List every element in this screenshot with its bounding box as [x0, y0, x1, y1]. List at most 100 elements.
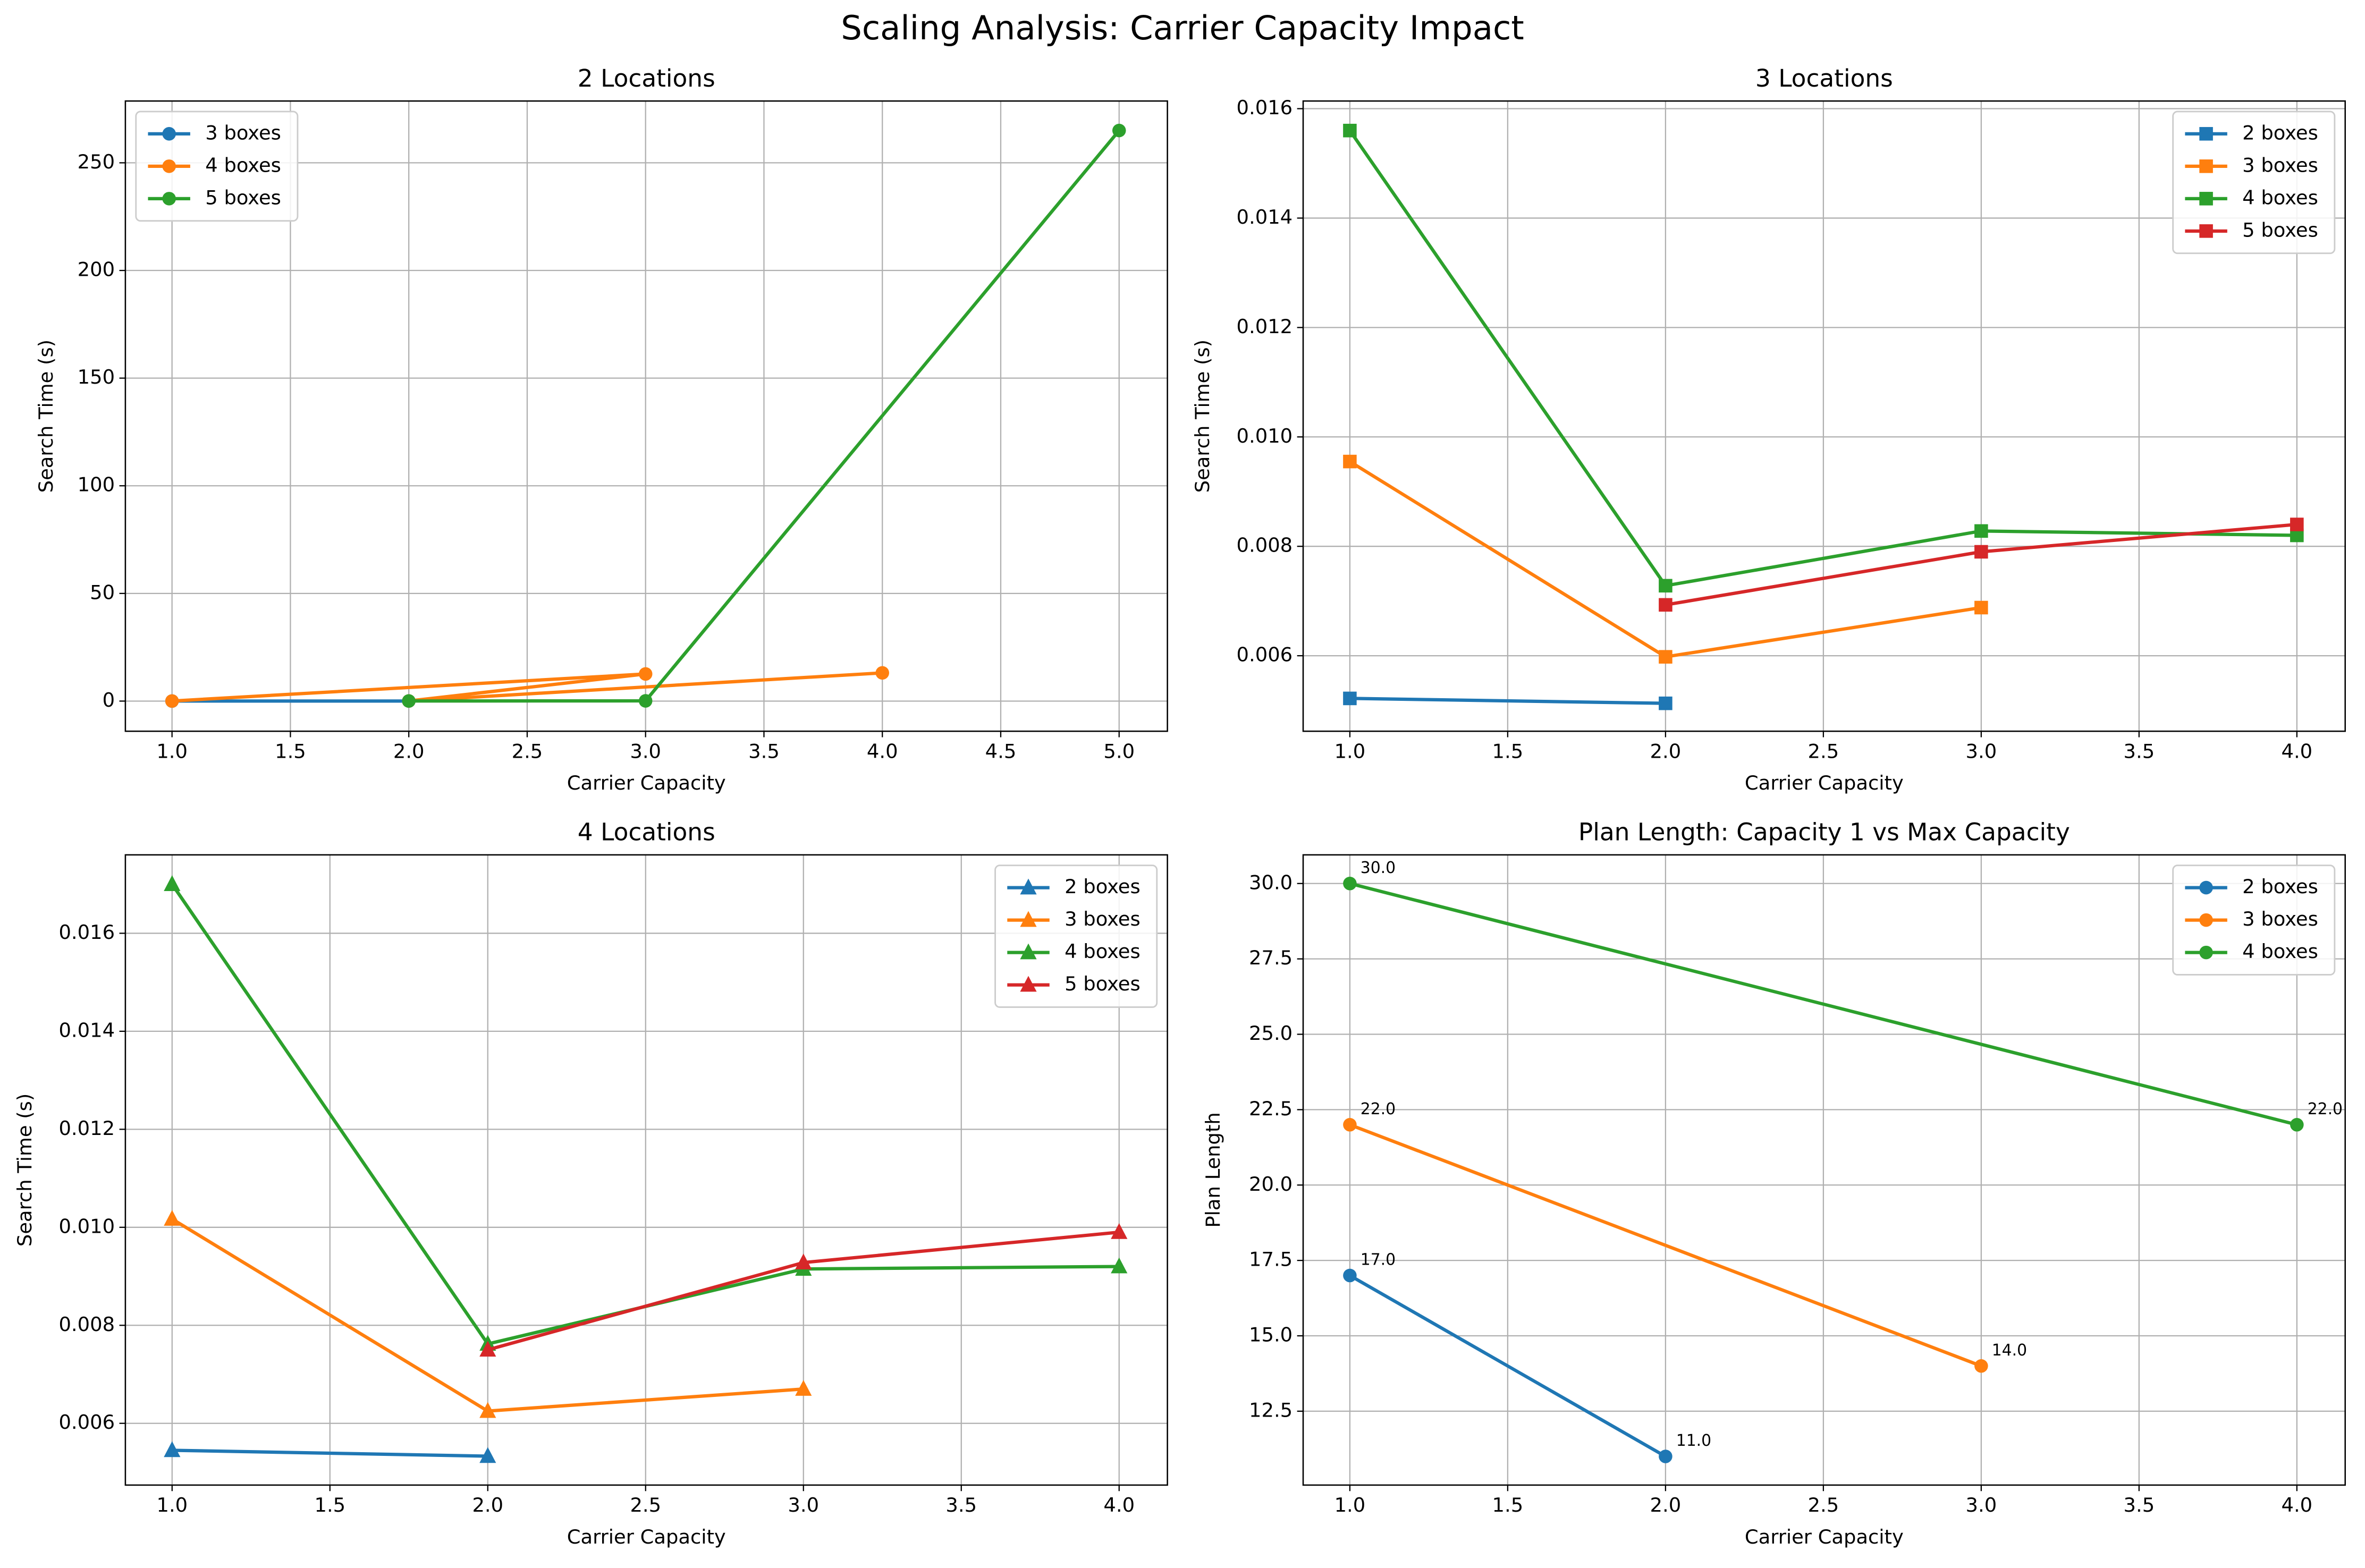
marker [1343, 691, 1357, 706]
y-tick-label: 12.5 [1249, 1399, 1293, 1421]
marker [479, 1447, 496, 1463]
x-tick-label: 2.5 [1808, 1494, 1839, 1516]
x-axis-label: Carrier Capacity [1745, 1525, 1904, 1548]
subplot: 1.0 1.5 2.0 2.5 3.0 3.5 4.0 12.5 15.0 17.5 20.0 22.… [1202, 818, 2346, 1548]
marker [1020, 943, 1037, 960]
x-tick-label: 1.5 [1492, 1494, 1524, 1516]
legend-label: 5 boxes [2242, 218, 2318, 241]
x-tick-label: 1.5 [314, 1494, 345, 1516]
marker [1020, 878, 1037, 895]
marker [2199, 224, 2213, 238]
y-tick-label: 0.010 [58, 1215, 115, 1238]
legend-label: 3 boxes [1065, 908, 1141, 930]
x-tick-label: 1.0 [1334, 1494, 1366, 1516]
series-line [1349, 882, 2298, 1126]
marker [1020, 976, 1037, 992]
marker [1659, 598, 1673, 612]
marker [1111, 1257, 1128, 1274]
marker [638, 667, 653, 681]
series-line [172, 671, 883, 703]
marker [2199, 127, 2213, 141]
marker [1974, 1359, 1988, 1373]
marker [1020, 911, 1037, 927]
marker [1659, 579, 1673, 593]
y-tick-label: 250 [78, 150, 115, 173]
legend-label: 3 boxes [205, 121, 281, 144]
x-tick-label: 3.0 [788, 1494, 819, 1516]
legend-box [135, 111, 299, 222]
x-tick-label: 3.0 [1966, 1494, 1997, 1516]
marker [479, 1402, 496, 1418]
y-tick-label: 30.0 [1249, 871, 1293, 894]
legend-label: 2 boxes [1065, 875, 1141, 898]
marker [1974, 600, 1988, 615]
marker [1343, 454, 1357, 469]
marker [2290, 1118, 2304, 1132]
y-tick-label: 0.008 [1237, 534, 1293, 557]
y-tick-label: 20.0 [1249, 1173, 1293, 1196]
subplot: 1.0 1.5 2.0 2.5 3.0 3.5 4.0 4.5 5.0 0 50 100 150 200 2… [35, 64, 1168, 794]
value-label: 14.0 [1992, 1341, 2027, 1360]
legend: 2 boxes 3 boxes 4 boxes 5 boxes [2172, 111, 2336, 255]
legend-box [2172, 864, 2336, 976]
x-tick-label: 2.0 [1650, 1494, 1682, 1516]
y-axis-label: Search Time (s) [1191, 340, 1214, 493]
y-tick-label: 0.012 [1237, 315, 1293, 338]
x-tick-label: 2.5 [512, 740, 543, 762]
series-line [1348, 129, 2297, 588]
legend: 3 boxes 4 boxes 5 boxes [135, 111, 299, 222]
marker [1659, 696, 1673, 710]
subplot-title: 3 Locations [1755, 64, 1893, 92]
y-tick-label: 0.014 [58, 1019, 115, 1041]
series-line [1349, 697, 1666, 705]
plot-area [164, 875, 1128, 1463]
axes-frame [124, 854, 1168, 1486]
y-tick-label: 100 [78, 473, 115, 496]
x-tick-label: 1.0 [156, 740, 188, 762]
figure-title: Scaling Analysis: Carrier Capacity Impac… [841, 9, 1524, 47]
marker [479, 1341, 496, 1357]
marker [162, 127, 176, 141]
x-tick-label: 2.0 [393, 740, 425, 762]
y-axis-label: Plan Length [1202, 1112, 1224, 1227]
plot-area [1343, 877, 2304, 1463]
x-axis-label: Carrier Capacity [567, 772, 726, 794]
y-tick-label: 0.008 [58, 1313, 115, 1336]
axes-frame [1302, 100, 2346, 732]
marker [2199, 159, 2213, 173]
y-tick-label: 0.016 [1237, 96, 1293, 119]
legend: 2 boxes 3 boxes 4 boxes 5 boxes [994, 864, 1158, 1008]
y-tick-label: 0.006 [1237, 643, 1293, 666]
plot-area [165, 123, 1126, 708]
x-tick-label: 4.0 [2282, 740, 2313, 762]
y-tick-label: 22.5 [1249, 1097, 1293, 1120]
marker [1343, 1268, 1357, 1283]
legend-label: 4 boxes [2242, 940, 2318, 963]
x-tick-label: 3.5 [2124, 1494, 2155, 1516]
x-tick-label: 1.5 [1492, 740, 1524, 762]
legend-label: 2 boxes [2242, 121, 2318, 144]
y-tick-label: 0.006 [58, 1411, 115, 1434]
x-tick-label: 2.0 [1650, 740, 1682, 762]
value-label: 22.0 [1361, 1100, 1396, 1118]
subplot-title: 2 Locations [578, 64, 715, 92]
x-tick-label: 4.0 [867, 740, 898, 762]
legend-label: 4 boxes [205, 154, 281, 176]
x-tick-label: 4.5 [985, 740, 1017, 762]
marker [164, 1441, 181, 1457]
y-tick-label: 0 [103, 689, 115, 711]
marker [1974, 524, 1988, 538]
x-tick-label: 1.5 [275, 740, 306, 762]
marker [2290, 518, 2304, 531]
subplot-title: Plan Length: Capacity 1 vs Max Capacity [1578, 818, 2070, 846]
y-tick-label: 50 [90, 581, 115, 604]
value-label: 30.0 [1361, 859, 1396, 877]
marker [2199, 945, 2213, 960]
series-line [1349, 1123, 1982, 1368]
marker [1343, 123, 1357, 138]
marker [2199, 192, 2213, 206]
marker [795, 1380, 812, 1396]
legend-label: 3 boxes [2242, 154, 2318, 176]
y-tick-label: 0.014 [1237, 206, 1293, 228]
value-label: 11.0 [1676, 1431, 1711, 1450]
